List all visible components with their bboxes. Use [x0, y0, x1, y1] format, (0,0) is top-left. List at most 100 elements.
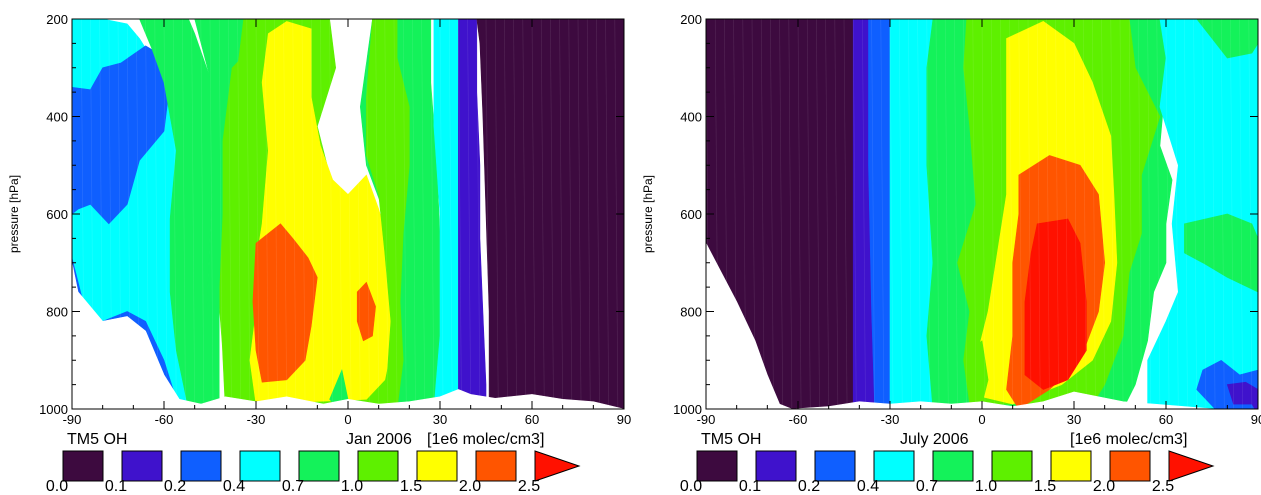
mesh-line	[292, 19, 297, 409]
mesh-line	[191, 19, 195, 409]
mesh-line	[421, 19, 425, 409]
legend-swatch	[180, 450, 222, 482]
y-tick-label: 600	[680, 207, 702, 222]
mesh-line	[108, 19, 113, 409]
y-tick-label: 600	[46, 207, 68, 222]
mesh-line	[228, 19, 232, 409]
mesh-line	[494, 19, 499, 409]
mesh-line	[990, 19, 995, 409]
mesh-line	[1128, 19, 1133, 409]
y-tick-label: 200	[46, 12, 68, 27]
mesh-line	[898, 19, 903, 409]
legend-swatch	[755, 450, 797, 482]
legend-swatch	[62, 450, 104, 482]
mesh-line	[1119, 19, 1124, 409]
contour-region	[1226, 381, 1258, 405]
mesh-line	[1202, 19, 1207, 409]
mesh-line	[880, 19, 885, 409]
mesh-line	[310, 19, 315, 409]
legend-level-label: 0.2	[164, 478, 186, 495]
mesh-line	[154, 19, 159, 409]
contour-region	[72, 45, 171, 225]
y-tick-label: 800	[680, 305, 702, 320]
mesh-line	[944, 19, 949, 409]
mesh-line	[412, 19, 416, 409]
mesh-line	[742, 19, 747, 409]
legend-level-label: 2.0	[459, 478, 481, 495]
mesh-line	[733, 19, 737, 409]
y-tick-label: 1000	[673, 402, 702, 417]
mesh-line	[448, 19, 453, 409]
chart-panel-1: -90 -60 -30 0 30 60 90 200 400 600 800 1000 pressure…	[7, 12, 631, 495]
mesh-line	[954, 19, 958, 409]
contour-region	[179, 389, 624, 409]
mesh-line	[1165, 19, 1170, 409]
mesh-line	[1211, 19, 1216, 409]
x-tick-label: 60	[525, 412, 539, 427]
x-tick-label: 30	[433, 412, 447, 427]
x-tick-label: 90	[1251, 412, 1261, 427]
mesh-line	[1220, 19, 1225, 409]
contour-region	[72, 262, 220, 409]
mesh-line	[834, 19, 839, 409]
mesh-line	[843, 19, 848, 409]
x-tick-label: -90	[63, 412, 82, 427]
legend-level-label: 2.0	[1093, 478, 1115, 495]
contour-region	[889, 19, 934, 409]
legend-swatch	[873, 450, 915, 482]
contour-region	[252, 223, 318, 383]
mesh-line	[522, 19, 527, 409]
contour-region	[791, 391, 1216, 409]
mesh-line	[99, 19, 103, 409]
x-tick-label: 0	[344, 412, 351, 427]
legend-swatch	[696, 450, 738, 482]
mesh-line	[458, 19, 462, 409]
mesh-line	[1092, 19, 1096, 409]
legend-level-label: 2.5	[1152, 478, 1174, 495]
mesh-line	[889, 19, 894, 409]
mesh-line	[485, 19, 490, 409]
x-tick-label: -60	[789, 412, 808, 427]
mesh-line	[145, 19, 149, 409]
mesh-line	[1110, 19, 1115, 409]
legend-level-label: 2.5	[518, 478, 540, 495]
y-tick-label: 200	[680, 12, 702, 27]
mesh-line	[1018, 19, 1023, 409]
mesh-line	[770, 19, 774, 409]
mesh-line	[430, 19, 435, 409]
mesh-line	[476, 19, 481, 409]
mesh-line	[163, 19, 168, 409]
x-tick-label: -30	[881, 412, 900, 427]
legend-swatch	[298, 450, 340, 482]
mesh-line	[1046, 19, 1050, 409]
contour-region	[1166, 19, 1258, 59]
x-tick-label: 90	[617, 412, 631, 427]
mesh-line	[1027, 19, 1032, 409]
mesh-line	[724, 19, 728, 409]
mesh-line	[1064, 19, 1069, 409]
mesh-line	[540, 19, 545, 409]
legend-swatch	[814, 450, 856, 482]
legend-swatch	[1109, 450, 1151, 482]
mesh-line	[559, 19, 563, 409]
mesh-line	[605, 19, 609, 409]
mesh-line	[1000, 19, 1004, 409]
y-tick-label: 400	[680, 110, 702, 125]
mesh-line	[981, 19, 986, 409]
legend-level-label: 0.0	[680, 478, 702, 495]
mesh-line	[935, 19, 940, 409]
legend-level-label: 0.2	[798, 478, 820, 495]
contour-region	[329, 368, 349, 409]
x-tick-label: 60	[1159, 412, 1173, 427]
mesh-line	[274, 19, 278, 409]
mesh-line	[816, 19, 820, 409]
contour-region	[1184, 213, 1258, 293]
legend-level-label: 0.7	[916, 478, 938, 495]
mesh-line	[283, 19, 287, 409]
contour-region	[1147, 19, 1258, 409]
color-legend: 0.0 0.1 0.2 0.4 0.7 1.0 1.5 2.0 2.5	[46, 450, 581, 495]
mesh-line	[714, 19, 719, 409]
mesh-lines	[706, 19, 1258, 409]
mesh-line	[356, 19, 361, 409]
